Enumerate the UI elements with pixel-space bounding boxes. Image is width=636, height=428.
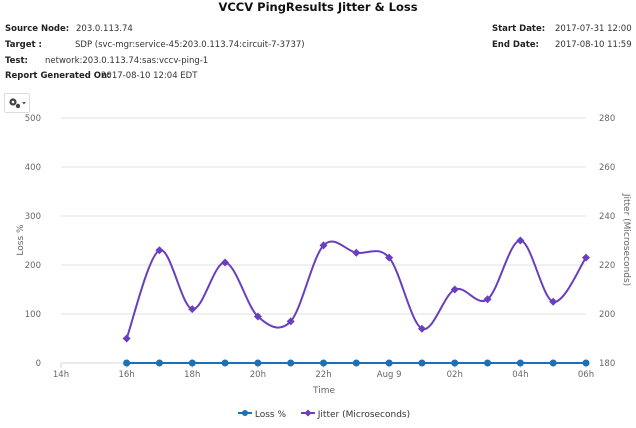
- jitter-point: [582, 253, 590, 262]
- test-label: Test:: [5, 56, 28, 66]
- x-tick-label: 18h: [184, 370, 200, 380]
- target-label: Target :: [5, 40, 42, 50]
- end-date-value: 2017-08-10 11:59: [555, 40, 632, 50]
- legend-item-jitter[interactable]: Jitter (Microseconds): [300, 409, 410, 420]
- x-tick-label: 20h: [250, 370, 266, 380]
- right-tick-label: 280: [599, 114, 615, 124]
- start-date-label: Start Date:: [492, 24, 546, 34]
- start-date-row: Start Date: 2017-07-31 12:00: [492, 24, 632, 35]
- test-row: Test: network:203.0.113.74:sas:vccv-ping…: [5, 56, 208, 67]
- loss-point: [123, 359, 131, 367]
- chevron-down-icon: [22, 102, 26, 105]
- right-tick-label: 260: [599, 163, 615, 173]
- jitter-point: [385, 253, 394, 262]
- right-tick-label: 240: [599, 212, 615, 222]
- report-generated-label: Report Generated On:: [5, 71, 111, 81]
- jitter-point: [188, 305, 197, 314]
- jitter-point: [155, 246, 164, 255]
- chart-options-button[interactable]: [4, 93, 30, 113]
- x-tick-label: 16h: [119, 370, 135, 380]
- x-tick-label: 04h: [512, 370, 528, 380]
- jitter-point: [417, 324, 426, 333]
- left-axis-title: Loss %: [16, 224, 26, 256]
- loss-point: [155, 359, 163, 367]
- source-node-value: 203.0.113.74: [76, 24, 133, 34]
- right-tick-label: 200: [599, 310, 615, 320]
- loss-point: [385, 359, 393, 367]
- loss-point: [188, 359, 196, 367]
- loss-point: [549, 359, 557, 367]
- jitter-point: [221, 258, 230, 267]
- jitter-point: [286, 317, 295, 326]
- x-tick-label: Aug 9: [377, 370, 402, 380]
- start-date-value: 2017-07-31 12:00: [555, 24, 632, 34]
- report-generated-value: 2017-08-10 12:04 EDT: [101, 71, 198, 81]
- gridlines: [61, 117, 586, 364]
- jitter-point: [450, 285, 459, 294]
- left-tick-label: 400: [25, 163, 41, 173]
- series-layer: [122, 236, 590, 367]
- right-tick-label: 180: [599, 359, 615, 369]
- target-row: Target : SDP (svc-mgr:service-45:203.0.1…: [5, 40, 305, 51]
- jitter-point: [319, 241, 328, 250]
- left-tick-label: 500: [25, 114, 41, 124]
- left-tick-label: 200: [25, 261, 41, 271]
- x-tick-label: 14h: [53, 370, 69, 380]
- x-tick-label: 06h: [578, 370, 594, 380]
- left-tick-label: 100: [25, 310, 41, 320]
- x-axis-title: Time: [312, 386, 335, 396]
- source-node-label: Source Node:: [5, 24, 70, 34]
- loss-point: [352, 359, 360, 367]
- loss-point: [221, 359, 229, 367]
- jitter-point: [549, 297, 558, 306]
- loss-point: [582, 359, 590, 367]
- loss-point: [254, 359, 262, 367]
- jitter-line: [125, 239, 587, 339]
- test-value: network:203.0.113.74:sas:vccv-ping-1: [45, 56, 209, 66]
- loss-point: [516, 359, 524, 367]
- target-value: SDP (svc-mgr:service-45:203.0.113.74:cir…: [75, 40, 305, 50]
- jitter-point: [483, 295, 492, 304]
- legend-item-loss[interactable]: Loss %: [238, 410, 289, 420]
- end-date-row: End Date: 2017-08-10 11:59: [492, 40, 632, 51]
- left-tick-label: 0: [36, 359, 41, 369]
- jitter-point: [516, 236, 525, 245]
- loss-point: [484, 359, 492, 367]
- jitter-point: [352, 248, 361, 257]
- loss-point: [418, 359, 426, 367]
- left-axis-ticks: 0 100 200 300 400 500: [25, 114, 41, 369]
- report-generated-row: Report Generated On: 2017-08-10 12:04 ED…: [5, 71, 197, 82]
- report-title: VCCV PingResults Jitter & Loss: [218, 0, 418, 14]
- x-tick-label: 22h: [315, 370, 331, 380]
- loss-point: [320, 359, 327, 367]
- gear-icon: [9, 98, 26, 109]
- right-tick-label: 220: [599, 261, 615, 271]
- jitter-marker-icon: [300, 409, 315, 417]
- legend: Loss % Jitter (Microseconds): [238, 409, 410, 420]
- x-tick-label: 02h: [447, 370, 463, 380]
- loss-marker-icon: [238, 410, 252, 416]
- right-axis-title: Jitter (Microseconds): [621, 193, 631, 286]
- loss-point: [287, 359, 295, 367]
- source-node-row: Source Node: 203.0.113.74: [5, 24, 133, 35]
- jitter-point: [122, 334, 131, 343]
- end-date-label: End Date:: [492, 40, 539, 50]
- right-axis-ticks: 180 200 220 240 260 280: [599, 114, 615, 369]
- jitter-point: [253, 312, 262, 321]
- loss-point: [451, 359, 459, 367]
- x-axis-ticks: 14h 16h 18h 20h 22h Aug 9 02h 04h 06h: [53, 363, 594, 380]
- left-tick-label: 300: [25, 212, 41, 222]
